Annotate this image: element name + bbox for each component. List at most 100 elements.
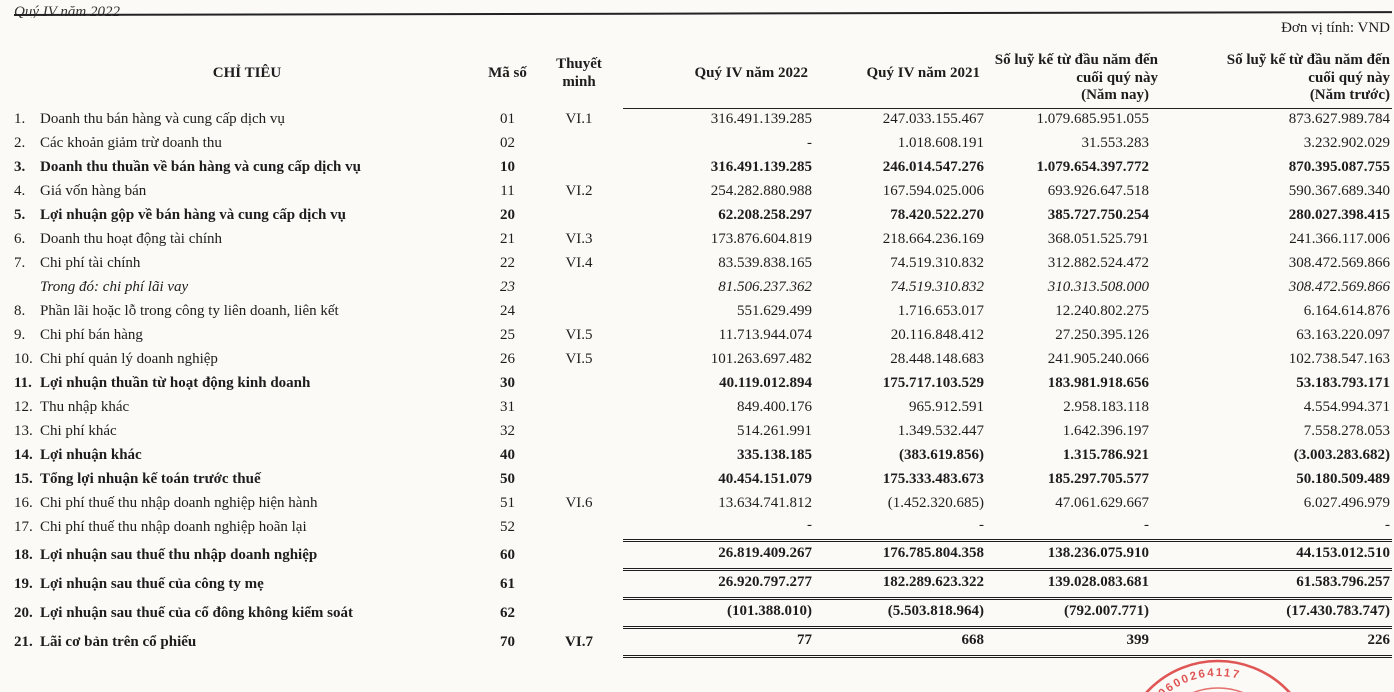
row-note-ref xyxy=(535,205,623,229)
row-label: Doanh thu hoạt động tài chính xyxy=(40,230,223,247)
value-ytd-current: - xyxy=(1144,517,1149,534)
row-code: 50 xyxy=(500,470,515,487)
value-q4-2021: 78.420.522.270 xyxy=(890,206,984,223)
table-row: 20. Lợi nhuận sau thuế của cổ đông không… xyxy=(14,598,1392,629)
row-label: Doanh thu thuần về bán hàng và cung cấp … xyxy=(40,158,361,175)
row-number: 1. xyxy=(14,110,26,127)
value-ytd-current: 27.250.395.126 xyxy=(1055,326,1149,343)
row-note-ref xyxy=(535,397,623,421)
row-label: Lợi nhuận sau thuế thu nhập doanh nghiệp xyxy=(40,546,318,563)
report-page: Quý IV năm 2022 Đơn vị tính: VND CHỈ TIÊ… xyxy=(0,4,1394,692)
value-q4-2021: (5.503.818.964) xyxy=(814,598,986,629)
value-ytd-prior: 53.183.793.171 xyxy=(1296,374,1390,391)
row-number: 14. xyxy=(14,446,33,463)
value-ytd-prior: 873.627.989.784 xyxy=(1288,110,1390,127)
value-ytd-prior: 870.395.087.755 xyxy=(1288,158,1390,175)
row-code: 02 xyxy=(500,134,515,151)
row-label: Lợi nhuận sau thuế của công ty mẹ xyxy=(40,575,264,592)
value-q4-2021: 175.333.483.673 xyxy=(882,470,984,487)
row-number: 13. xyxy=(14,422,33,439)
row-label: Lãi cơ bản trên cổ phiếu xyxy=(40,633,197,650)
value-ytd-current: 31.553.283 xyxy=(1081,134,1150,151)
value-q4-2022: 101.263.697.482 xyxy=(710,350,812,367)
value-q4-2021: (383.619.856) xyxy=(899,446,984,463)
row-number: 3. xyxy=(14,158,26,175)
value-q4-2021: 167.594.025.006 xyxy=(882,182,984,199)
col-header-notes: Thuyết minh xyxy=(556,56,602,90)
table-row: 14. Lợi nhuận khác 40 335.138.185 (383.6… xyxy=(14,445,1392,469)
row-note-ref: VI.3 xyxy=(565,230,593,247)
col-header-ytd-prior: Số luỹ kế từ đầu năm đến cuối quý này (N… xyxy=(1151,39,1392,109)
row-number: 9. xyxy=(14,326,26,343)
row-note-ref: VI.5 xyxy=(565,350,593,367)
table-header: CHỈ TIÊU Mã số Thuyết minh Quý IV năm 20… xyxy=(14,39,1392,109)
row-code: 26 xyxy=(500,350,515,367)
table-row: 17. Chi phí thuế thu nhập doanh nghiệp h… xyxy=(14,517,1392,541)
row-number: 20. xyxy=(14,604,33,621)
row-number: 2. xyxy=(14,134,26,151)
value-q4-2021: 74.519.310.832 xyxy=(890,254,984,271)
row-label: Trong đó: chi phí lãi vay xyxy=(40,278,189,295)
value-ytd-current: 138.236.075.910 xyxy=(986,539,1151,571)
value-q4-2021: 176.785.804.358 xyxy=(814,539,986,571)
value-q4-2022: 254.282.880.988 xyxy=(710,182,812,199)
value-q4-2022: 83.539.838.165 xyxy=(718,254,812,271)
value-ytd-current: 312.882.524.472 xyxy=(1047,254,1149,271)
row-label: Tổng lợi nhuận kế toán trước thuế xyxy=(40,470,261,487)
value-ytd-prior: 50.180.509.489 xyxy=(1296,470,1390,487)
table-row: 11. Lợi nhuận thuần từ hoạt động kinh do… xyxy=(14,373,1392,397)
value-q4-2021: 175.717.103.529 xyxy=(882,374,984,391)
value-ytd-prior: (3.003.283.682) xyxy=(1293,446,1390,463)
row-label: Lợi nhuận gộp về bán hàng và cung cấp dị… xyxy=(40,206,346,223)
row-number: 6. xyxy=(14,230,26,247)
row-code: 32 xyxy=(500,422,515,439)
row-label: Lợi nhuận sau thuế của cổ đông không kiể… xyxy=(40,604,353,621)
table-row: 7. Chi phí tài chính 22 VI.4 83.539.838.… xyxy=(14,253,1392,277)
row-note-ref xyxy=(535,373,623,397)
value-q4-2022: 316.491.139.285 xyxy=(710,110,812,127)
row-number xyxy=(14,277,40,301)
value-ytd-prior: 590.367.689.340 xyxy=(1288,182,1390,199)
value-q4-2021: (1.452.320.685) xyxy=(887,494,984,511)
table-body: 1. Doanh thu bán hàng và cung cấp dịch v… xyxy=(14,109,1392,658)
table-row: 10. Chi phí quản lý doanh nghiệp 26 VI.5… xyxy=(14,349,1392,373)
value-ytd-current: 693.926.647.518 xyxy=(1047,182,1149,199)
value-q4-2022: 26.819.409.267 xyxy=(623,539,814,571)
row-code: 40 xyxy=(500,446,515,463)
value-ytd-prior: 241.366.117.006 xyxy=(1289,230,1390,247)
value-ytd-current: 310.313.508.000 xyxy=(1047,278,1149,295)
row-note-ref: VI.6 xyxy=(565,494,593,511)
value-q4-2021: 1.018.608.191 xyxy=(897,134,984,151)
col-header-ytd-current: Số luỹ kế từ đầu năm đến cuối quý này (N… xyxy=(986,39,1158,109)
value-q4-2022: 11.713.944.074 xyxy=(718,326,812,343)
value-ytd-current: 139.028.083.681 xyxy=(986,569,1151,600)
row-label: Chi phí bán hàng xyxy=(40,326,143,343)
row-note-ref xyxy=(535,301,623,325)
row-label: Giá vốn hàng bán xyxy=(40,182,147,199)
value-ytd-prior: 61.583.796.257 xyxy=(1151,569,1392,600)
row-label: Doanh thu bán hàng và cung cấp dịch vụ xyxy=(40,110,285,127)
value-ytd-prior: 102.738.547.163 xyxy=(1288,350,1390,367)
value-ytd-prior: 308.472.569.866 xyxy=(1288,254,1390,271)
table-row: 8. Phần lãi hoặc lỗ trong công ty liên d… xyxy=(14,301,1392,325)
value-ytd-prior: 226 xyxy=(1151,627,1392,658)
row-number: 15. xyxy=(14,470,33,487)
value-q4-2021: 965.912.591 xyxy=(909,398,984,415)
row-number: 10. xyxy=(14,350,33,367)
row-number: 4. xyxy=(14,182,26,199)
row-label: Chi phí thuế thu nhập doanh nghiệp hiện … xyxy=(40,494,318,511)
income-statement-table: CHỈ TIÊU Mã số Thuyết minh Quý IV năm 20… xyxy=(14,39,1392,658)
row-note-ref xyxy=(535,541,623,570)
value-ytd-current: 1.079.685.951.055 xyxy=(1036,110,1150,127)
row-note-ref: VI.1 xyxy=(565,110,593,127)
ytd-prior-title: Số luỹ kế từ đầu năm đến cuối quý này xyxy=(1226,51,1390,86)
ytd-prior-subtitle: (Năm trước) xyxy=(1309,87,1390,104)
row-label: Phần lãi hoặc lỗ trong công ty liên doan… xyxy=(40,302,339,319)
value-q4-2022: 514.261.991 xyxy=(737,422,812,439)
row-code: 25 xyxy=(500,326,515,343)
row-code: 51 xyxy=(500,494,515,511)
value-q4-2022: 62.208.258.297 xyxy=(718,206,812,223)
table-row: 18. Lợi nhuận sau thuế thu nhập doanh ng… xyxy=(14,539,1392,571)
value-q4-2022: 13.634.741.812 xyxy=(718,494,812,511)
row-code: 24 xyxy=(500,302,515,319)
